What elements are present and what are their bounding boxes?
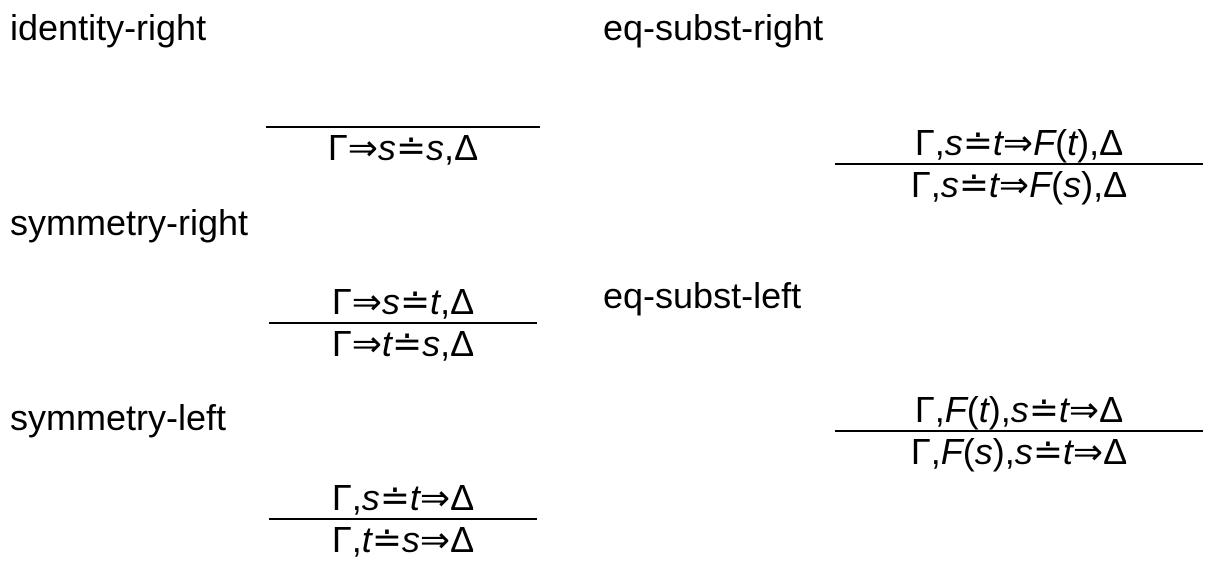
inference-bar xyxy=(835,430,1203,432)
conclusion-eq-subst-right: Γ, s ≐ t ⇒ F(s), Δ xyxy=(910,164,1128,205)
rule-name-symmetry-left: symmetry-left xyxy=(10,397,226,438)
conclusion-symmetry-right: Γ ⇒ t ≐ s, Δ xyxy=(331,323,475,364)
premise-eq-subst-left: Γ, F(t), s ≐ t ⇒ Δ xyxy=(914,389,1124,430)
rule-name-identity-right: identity-right xyxy=(10,7,207,48)
rule-name-eq-subst-left: eq-subst-left xyxy=(603,275,802,316)
premise-symmetry-right: Γ ⇒ s ≐ t, Δ xyxy=(331,281,475,322)
rule-symmetry-left: Γ, s ≐ t ⇒ Δ Γ, t ≐ s ⇒ Δ xyxy=(269,474,537,566)
rule-name-eq-subst-right: eq-subst-right xyxy=(603,7,824,48)
conclusion-eq-subst-left: Γ, F(s), s ≐ t ⇒ Δ xyxy=(910,431,1128,472)
premise-eq-subst-right: Γ, s ≐ t ⇒ F(t), Δ xyxy=(914,122,1124,163)
inference-bar xyxy=(269,322,537,324)
rule-eq-subst-left: Γ, F(t), s ≐ t ⇒ Δ Γ, F(s), s ≐ t ⇒ Δ xyxy=(835,386,1203,478)
inference-bar xyxy=(266,126,540,128)
rule-identity-right: Γ ⇒ s ≐ s, Δ xyxy=(266,82,540,174)
conclusion-identity-right: Γ ⇒ s ≐ s, Δ xyxy=(327,127,479,168)
rule-eq-subst-right: Γ, s ≐ t ⇒ F(t), Δ Γ, s ≐ t ⇒ F(s), Δ xyxy=(835,119,1203,211)
premise-symmetry-left: Γ, s ≐ t ⇒ Δ xyxy=(331,477,475,518)
rule-symmetry-right: Γ ⇒ s ≐ t, Δ Γ ⇒ t ≐ s, Δ xyxy=(269,278,537,370)
inference-bar xyxy=(269,518,537,520)
conclusion-symmetry-left: Γ, t ≐ s ⇒ Δ xyxy=(331,519,475,560)
inference-bar xyxy=(835,163,1203,165)
rule-name-symmetry-right: symmetry-right xyxy=(10,202,249,243)
